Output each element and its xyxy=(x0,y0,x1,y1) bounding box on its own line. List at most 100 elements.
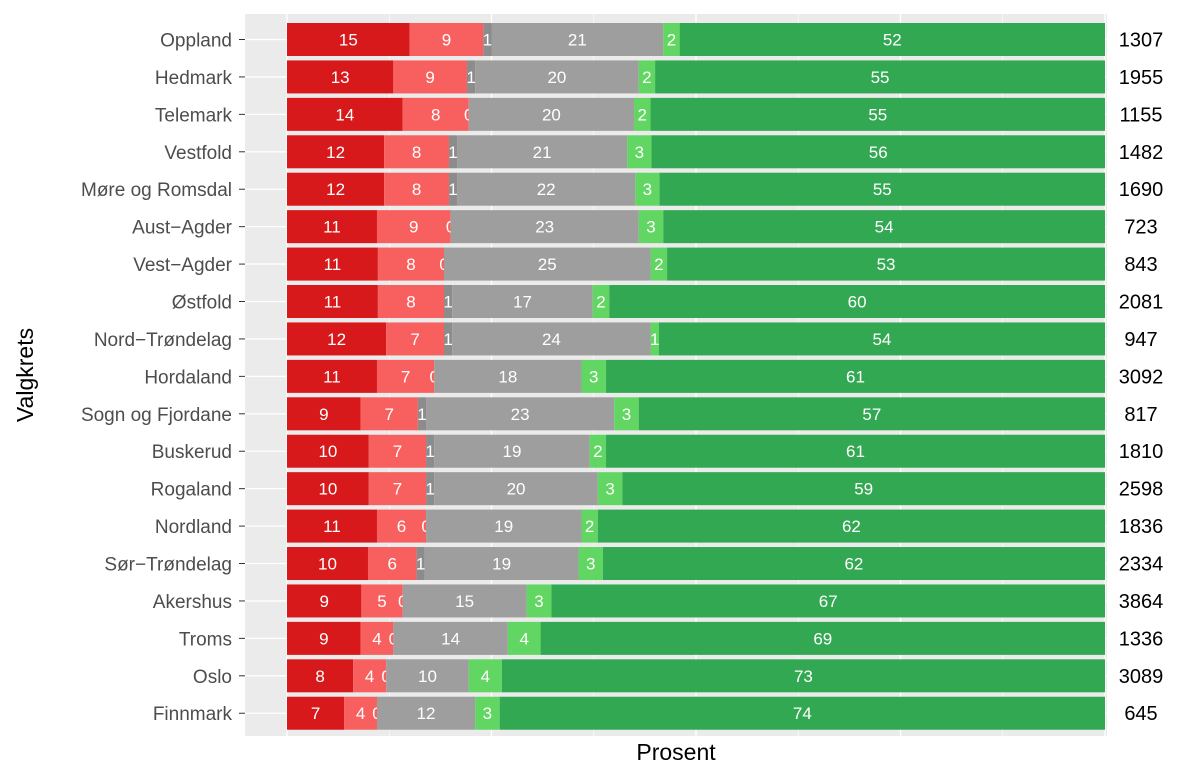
bar-segment xyxy=(409,23,484,56)
bar-segment xyxy=(475,60,639,94)
bar-segment xyxy=(592,285,610,319)
bar-segment xyxy=(434,434,590,468)
bar-segment xyxy=(609,285,1105,319)
bar-segment xyxy=(627,135,652,169)
segment-value-label: 54 xyxy=(872,330,891,349)
bar-segment xyxy=(367,547,417,581)
segment-value-label: 14 xyxy=(335,105,354,124)
sample-size-label: 645 xyxy=(1124,703,1157,725)
segment-value-label: 10 xyxy=(318,480,337,499)
segment-value-label: 1 xyxy=(483,31,492,50)
sample-size-label: 843 xyxy=(1124,254,1157,276)
category-label: Aust−Agder xyxy=(132,218,232,239)
segment-value-label: 22 xyxy=(537,180,556,199)
sample-size-label: 2598 xyxy=(1119,479,1164,501)
category-labels: Oppland Hedmark Telemark Vestfold Møre og Ro… xyxy=(81,31,245,725)
sample-size-label: 1155 xyxy=(1119,104,1162,126)
segment-value-label: 1 xyxy=(443,330,452,349)
segment-value-label: 4 xyxy=(519,629,528,648)
sample-size-label: 1810 xyxy=(1119,441,1164,463)
bar-segment xyxy=(491,23,664,56)
bar-segment xyxy=(287,322,387,356)
segment-value-label: 62 xyxy=(842,517,861,536)
category-label: Nord−Trøndelag xyxy=(94,330,232,351)
category-label: Telemark xyxy=(155,105,233,126)
bar-segment xyxy=(386,322,444,356)
segment-value-label: 20 xyxy=(507,480,526,499)
bar-segment xyxy=(287,23,410,56)
bar-segment xyxy=(606,359,1105,393)
segment-value-label: 1 xyxy=(417,405,426,424)
sample-size-label: 3092 xyxy=(1119,366,1164,388)
segment-value-label: 19 xyxy=(502,442,521,461)
bar-segment xyxy=(384,135,449,169)
segment-value-label: 59 xyxy=(854,480,873,499)
segment-value-label: 21 xyxy=(568,31,587,50)
category-label: Vest−Agder xyxy=(133,255,232,276)
bar-segment xyxy=(457,172,636,206)
bar-segment xyxy=(287,135,385,169)
bar-segment xyxy=(659,172,1105,206)
bar-segment xyxy=(606,434,1105,468)
segment-value-label: 3 xyxy=(643,180,652,199)
bar-segment xyxy=(501,659,1106,693)
y-axis-title: Valgkrets xyxy=(12,328,38,422)
segment-value-label: 62 xyxy=(844,555,863,574)
segment-value-label: 9 xyxy=(409,218,418,237)
bar-segment xyxy=(468,97,635,131)
bar-segment xyxy=(434,472,598,506)
bar-segment xyxy=(443,285,453,319)
bar-segment xyxy=(344,696,377,730)
segment-value-label: 20 xyxy=(542,105,561,124)
bar-segment xyxy=(452,285,593,319)
bar-segment xyxy=(426,472,435,506)
segment-value-label: 24 xyxy=(542,330,561,349)
bar-segment xyxy=(376,210,451,244)
bar-segment xyxy=(287,621,361,655)
bar-segment xyxy=(287,359,377,393)
segment-value-label: 7 xyxy=(385,405,394,424)
segment-value-label: 7 xyxy=(401,367,410,386)
bar-segment xyxy=(353,659,387,693)
sample-size-labels: 1307 1955 1155 1482 1690 723 843 2081 947 3092 817… xyxy=(1119,30,1164,726)
segment-value-label: 21 xyxy=(533,143,552,162)
bar-segment xyxy=(376,509,427,543)
bar-segment xyxy=(434,359,582,393)
segment-value-label: 9 xyxy=(319,629,328,648)
segment-value-label: 3 xyxy=(605,480,614,499)
bar-segment xyxy=(466,60,476,94)
category-label: Finnmark xyxy=(153,704,233,725)
category-label: Sogn og Fjordane xyxy=(81,405,232,426)
sample-size-label: 723 xyxy=(1124,217,1157,239)
segment-value-label: 11 xyxy=(323,367,341,386)
segment-value-label: 8 xyxy=(431,105,440,124)
segment-value-label: 55 xyxy=(873,180,892,199)
bar-segment xyxy=(638,210,664,244)
sample-size-label: 2334 xyxy=(1119,554,1164,576)
bar-segment xyxy=(635,172,660,206)
segment-value-label: 11 xyxy=(324,255,342,274)
bar-segment xyxy=(386,659,469,693)
bar-segment xyxy=(368,472,427,506)
segment-value-label: 23 xyxy=(535,218,554,237)
bar-segment xyxy=(287,696,345,730)
segment-value-label: 20 xyxy=(547,68,566,87)
segment-value-label: 57 xyxy=(862,405,881,424)
segment-value-label: 2 xyxy=(585,517,594,536)
category-label: Buskerud xyxy=(152,442,232,463)
segment-value-label: 56 xyxy=(869,143,888,162)
bar-segment xyxy=(287,210,377,244)
bar-segment xyxy=(393,621,508,655)
bar-segment xyxy=(663,23,680,56)
segment-value-label: 6 xyxy=(388,555,397,574)
sample-size-label: 3089 xyxy=(1119,666,1164,688)
category-label: Oppland xyxy=(160,31,232,52)
bar-segment xyxy=(417,397,427,431)
segment-value-label: 2 xyxy=(667,31,676,50)
segment-value-label: 6 xyxy=(397,517,406,536)
category-label: Hordaland xyxy=(144,367,232,388)
segment-value-label: 13 xyxy=(331,68,350,87)
segment-value-label: 3 xyxy=(483,704,492,723)
segment-value-label: 1 xyxy=(448,180,457,199)
